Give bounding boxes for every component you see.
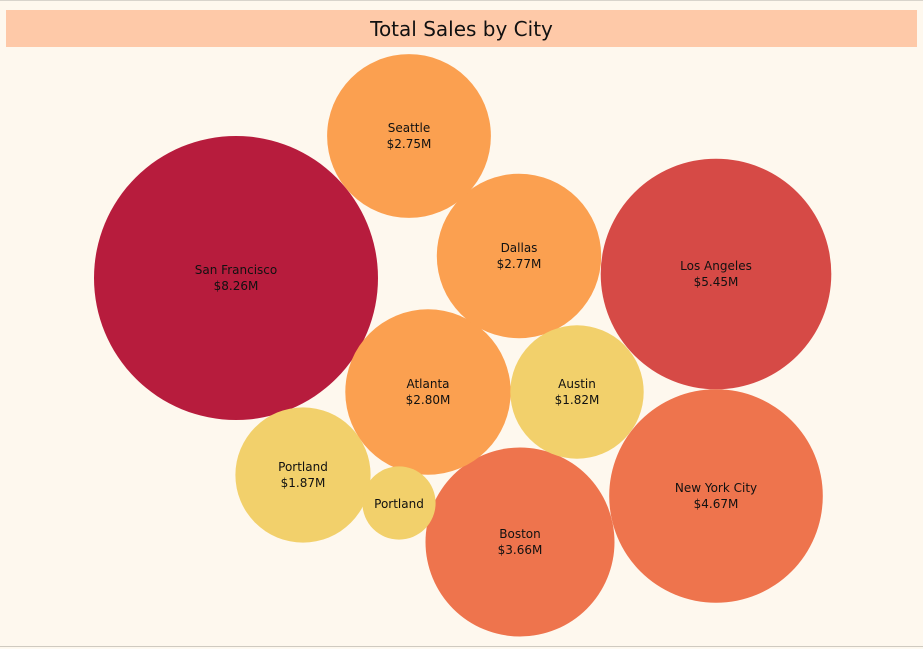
bubble-city-label: Seattle [388,121,430,135]
bubble-circle[interactable] [436,173,602,339]
bubble-value-label: $5.45M [694,275,739,289]
bubble-circle[interactable] [235,407,371,543]
bubble-value-label: $1.82M [555,393,600,407]
bubble-city-label: Los Angeles [680,259,752,273]
bubble[interactable]: Atlanta $2.80M [345,309,511,475]
bubble-city-label: Portland [374,497,424,511]
bubble-circle[interactable] [609,389,823,603]
bubble[interactable]: Seattle $2.75M [327,54,491,218]
bottom-divider [0,646,923,647]
bubble[interactable]: Austin $1.82M [510,325,644,459]
bubble-city-label: New York City [675,481,757,495]
bubble-city-label: Austin [558,377,596,391]
bubble-value-label: $2.75M [387,137,432,151]
bubble-value-label: $1.87M [281,476,326,490]
bubble-circle[interactable] [362,466,436,540]
bubble-circle[interactable] [600,158,832,390]
bubble[interactable]: Portland $1.87M [235,407,371,543]
bubble-value-label: $3.66M [498,543,543,557]
bubble[interactable]: San Francisco $8.26M [94,136,378,420]
bubble-city-label: Portland [278,460,328,474]
bubble-city-label: Atlanta [406,377,449,391]
bubble[interactable]: Dallas $2.77M [436,173,602,339]
bubble-circle[interactable] [510,325,644,459]
bubble-circle[interactable] [94,136,378,420]
bubble[interactable]: Los Angeles $5.45M [600,158,832,390]
bubble-value-label: $2.80M [406,393,451,407]
bubble[interactable]: Boston $3.66M [425,447,615,637]
bubble[interactable]: Portland [362,466,436,540]
bubble-value-label: $8.26M [214,279,259,293]
bubble-city-label: Boston [499,527,540,541]
bubble-city-label: Dallas [501,241,538,255]
chart-title: Total Sales by City [6,10,917,47]
bubble-circle[interactable] [345,309,511,475]
bubble-circle[interactable] [425,447,615,637]
bubble-circle[interactable] [327,54,491,218]
bubble-value-label: $4.67M [694,497,739,511]
bubble-value-label: $2.77M [497,257,542,271]
bubble[interactable]: New York City $4.67M [609,389,823,603]
bubble-city-label: San Francisco [195,263,277,277]
